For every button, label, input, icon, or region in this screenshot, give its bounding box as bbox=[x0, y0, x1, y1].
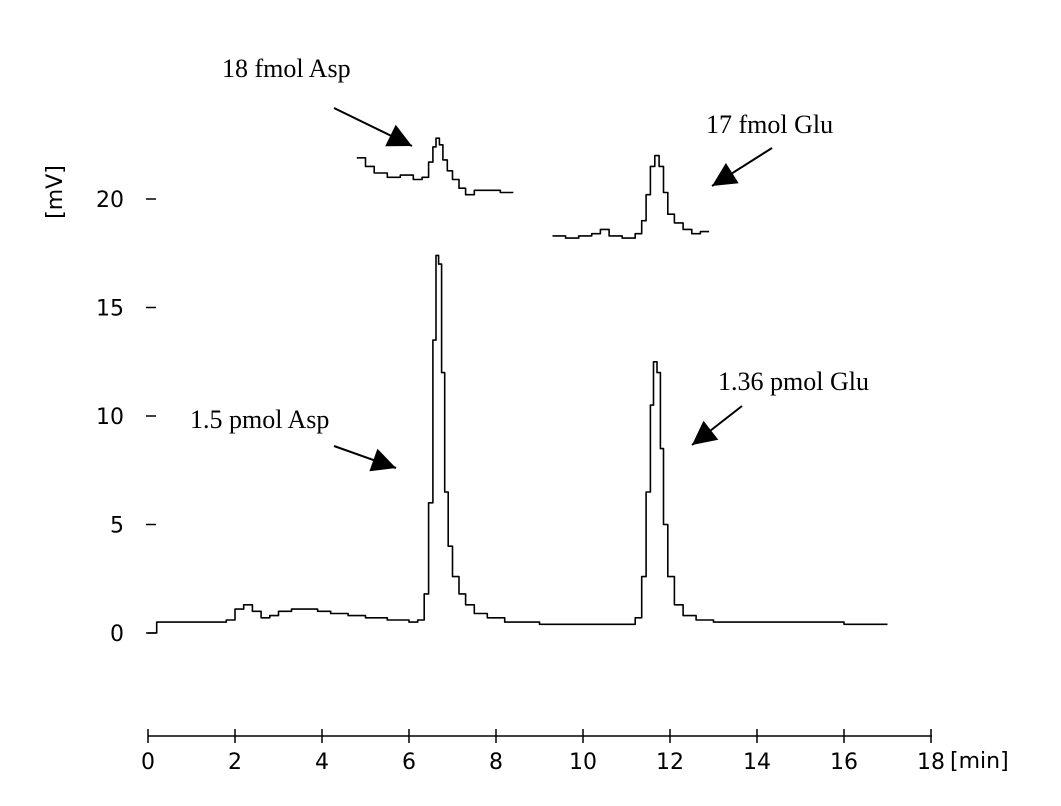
y-tick-label: 20 bbox=[96, 188, 124, 213]
x-tick-label: 4 bbox=[315, 750, 329, 775]
annotations: 18 fmol Asp 17 fmol Glu 1.5 pmol Asp 1.36 p… bbox=[190, 54, 869, 472]
trace-line-1 bbox=[148, 254, 888, 634]
annotation-arrowhead bbox=[369, 448, 396, 472]
x-tick-label: 2 bbox=[228, 750, 242, 775]
x-tick-label: 16 bbox=[830, 750, 858, 775]
annotation-label: 18 fmol Asp bbox=[222, 54, 351, 83]
annotation-arrowhead bbox=[712, 163, 739, 186]
y-tick-label: 10 bbox=[96, 405, 124, 430]
y-axis-label: [mV] bbox=[43, 165, 68, 219]
trace-line-3 bbox=[552, 154, 710, 239]
y-tick-label: 0 bbox=[110, 622, 124, 647]
y-tick-label: 5 bbox=[110, 514, 124, 539]
x-ticks: 0 2 4 6 8 10 12 14 16 18 bbox=[141, 729, 945, 775]
x-tick-label: 14 bbox=[743, 750, 771, 775]
traces bbox=[148, 137, 888, 634]
y-tick-label: 15 bbox=[96, 297, 124, 322]
x-tick-label: 0 bbox=[141, 750, 155, 775]
y-ticks: 0 5 10 15 20 bbox=[96, 188, 156, 647]
x-tick-label: 12 bbox=[656, 750, 684, 775]
trace-line-2 bbox=[356, 137, 514, 196]
annotation-label: 17 fmol Glu bbox=[706, 110, 833, 139]
annotation-label: 1.36 pmol Glu bbox=[718, 367, 869, 396]
annotation-label: 1.5 pmol Asp bbox=[190, 405, 329, 434]
x-tick-label: 10 bbox=[569, 750, 597, 775]
x-tick-label: 6 bbox=[402, 750, 416, 775]
annotation-arrowhead bbox=[692, 420, 719, 445]
x-tick-label: 8 bbox=[489, 750, 503, 775]
x-axis-label: [min] bbox=[950, 749, 1009, 774]
x-tick-label: 18 bbox=[917, 750, 945, 775]
annotation-arrowhead bbox=[385, 124, 412, 147]
